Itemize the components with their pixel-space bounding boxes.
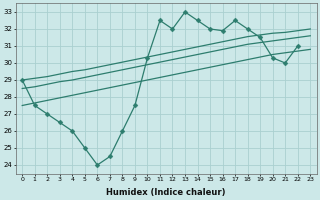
X-axis label: Humidex (Indice chaleur): Humidex (Indice chaleur) [107,188,226,197]
